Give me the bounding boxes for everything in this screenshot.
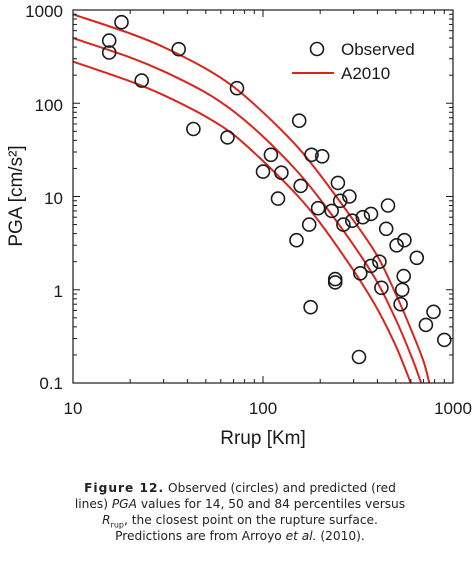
observed-point bbox=[274, 165, 289, 180]
observed-point bbox=[363, 206, 379, 222]
legend-observed-label: Observed bbox=[341, 40, 415, 59]
y-tick-label-1000: 1000 bbox=[25, 2, 63, 21]
observed-point bbox=[289, 232, 304, 248]
axis-ticks bbox=[72, 9, 454, 384]
y-tick-label-100: 100 bbox=[35, 96, 63, 115]
observed-point bbox=[355, 209, 371, 225]
chart-figure: Observed A2010 10 100 1000 0.1 1 10 100 … bbox=[6, 2, 472, 449]
caption-text-1: Observed (circles) and predicted (red li… bbox=[74, 481, 396, 511]
observed-point bbox=[409, 250, 425, 266]
observed-point bbox=[332, 193, 348, 209]
x-axis-label: Rrup [Km] bbox=[220, 428, 306, 449]
observed-point bbox=[270, 191, 286, 206]
caption-pga: PGA bbox=[111, 497, 137, 511]
observed-point bbox=[394, 282, 410, 298]
caption-text-3: , the closest point on the rupture surfa… bbox=[115, 513, 378, 543]
observed-point bbox=[255, 164, 271, 179]
y-tick-label-1: 1 bbox=[54, 282, 63, 301]
observed-point bbox=[101, 33, 117, 48]
legend: Observed A2010 bbox=[292, 40, 415, 83]
observed-point bbox=[393, 296, 408, 312]
y-tick-label-10: 10 bbox=[44, 189, 63, 208]
observed-point bbox=[352, 265, 368, 281]
observed-point bbox=[380, 198, 396, 213]
a2010-curve-p50 bbox=[73, 37, 423, 383]
observed-point bbox=[397, 232, 412, 248]
observed-point bbox=[101, 45, 117, 60]
observed-point bbox=[327, 275, 343, 290]
legend-a2010-label: A2010 bbox=[341, 64, 390, 83]
observed-point bbox=[324, 203, 340, 219]
observed-point bbox=[436, 332, 452, 348]
observed-point bbox=[351, 349, 367, 365]
observed-point bbox=[374, 280, 389, 296]
observed-points bbox=[101, 14, 452, 365]
observed-point bbox=[229, 80, 245, 96]
observed-point bbox=[134, 73, 149, 88]
observed-point bbox=[263, 147, 279, 163]
caption-r: R bbox=[102, 513, 111, 527]
y-tick-label-0-1: 0.1 bbox=[39, 374, 63, 393]
observed-point bbox=[418, 317, 434, 333]
x-tick-label-10: 10 bbox=[64, 399, 83, 418]
x-tick-label-1000: 1000 bbox=[434, 399, 472, 418]
legend-observed-marker bbox=[309, 41, 325, 57]
observed-point bbox=[378, 221, 394, 237]
plot-frame bbox=[72, 9, 454, 384]
observed-point bbox=[301, 217, 317, 232]
caption-rup-subscript: rup bbox=[110, 520, 124, 530]
observed-point bbox=[327, 271, 343, 287]
x-tick-label-100: 100 bbox=[249, 399, 277, 418]
observed-point bbox=[171, 41, 186, 57]
observed-point bbox=[426, 304, 441, 320]
observed-point bbox=[186, 121, 201, 137]
caption-et-al: et al. bbox=[285, 529, 317, 543]
observed-point bbox=[291, 113, 307, 128]
observed-point bbox=[344, 213, 360, 228]
caption-figure-label: Figure 12. bbox=[84, 481, 165, 495]
observed-point bbox=[293, 178, 309, 194]
observed-point bbox=[336, 217, 351, 232]
observed-point bbox=[363, 258, 379, 274]
observed-point bbox=[389, 238, 404, 253]
observed-point bbox=[304, 147, 319, 163]
figure-caption: Figure 12. Observed (circles) and predic… bbox=[70, 480, 410, 544]
observed-point bbox=[220, 130, 235, 145]
y-axis-label: PGA [cm/s²] bbox=[6, 145, 27, 246]
observed-point bbox=[314, 149, 330, 164]
observed-point bbox=[303, 299, 318, 315]
caption-text-2: values for 14, 50 and 84 percentiles ver… bbox=[136, 497, 406, 511]
pga-scatter-chart: Observed A2010 10 100 1000 0.1 1 10 100 … bbox=[6, 2, 472, 449]
observed-point bbox=[342, 189, 357, 204]
observed-point bbox=[114, 14, 129, 30]
caption-text-4: (2010). bbox=[316, 529, 365, 543]
observed-point bbox=[372, 254, 387, 270]
observed-point bbox=[310, 200, 326, 216]
observed-point bbox=[396, 268, 412, 284]
a2010-curve-p14 bbox=[73, 60, 412, 383]
observed-point bbox=[330, 175, 346, 191]
